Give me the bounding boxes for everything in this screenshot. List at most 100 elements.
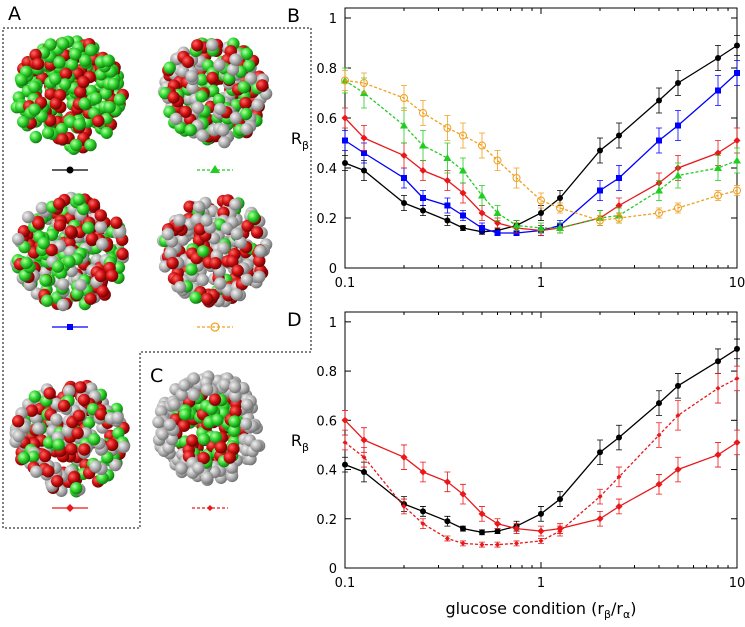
cell: [30, 465, 43, 478]
cell: [96, 471, 109, 485]
point: [401, 175, 408, 181]
cell: [37, 237, 50, 250]
cell: [85, 232, 99, 245]
point: [714, 164, 723, 171]
point: [733, 156, 741, 164]
point: [597, 147, 604, 154]
point: [477, 191, 486, 199]
cell: [195, 73, 208, 86]
cell: [17, 451, 31, 465]
point: [557, 528, 563, 534]
y-tick-label: 0.4: [316, 464, 337, 479]
point: [444, 535, 450, 541]
cell: [213, 102, 227, 116]
cell: [201, 383, 214, 396]
cell: [53, 219, 67, 232]
cell: [43, 387, 56, 400]
y-tick-label: 0.8: [316, 62, 337, 77]
cell: [230, 288, 243, 301]
cell: [239, 417, 253, 431]
cell: [206, 38, 219, 52]
point: [444, 518, 451, 525]
point: [513, 525, 521, 533]
cell: [254, 245, 267, 258]
point: [478, 529, 485, 536]
cell: [53, 56, 66, 69]
cell-clusters: [9, 35, 273, 498]
cell: [175, 462, 188, 475]
error-bar: [419, 100, 426, 126]
error-bar: [401, 85, 408, 111]
cell: [78, 54, 92, 67]
cell: [208, 393, 222, 406]
point: [420, 521, 426, 527]
cell: [196, 129, 209, 142]
cell: [184, 123, 197, 137]
point: [655, 209, 664, 217]
point: [360, 150, 367, 156]
cell: [173, 281, 187, 294]
cell: [74, 278, 87, 292]
cell: [84, 43, 98, 57]
panel-a-frame: [2, 27, 312, 529]
cell: [240, 398, 254, 411]
point: [493, 156, 502, 165]
point: [674, 122, 681, 129]
cell: [77, 202, 90, 216]
error-bar: [460, 122, 467, 149]
cell: [82, 416, 96, 429]
cell: [239, 107, 253, 121]
point: [556, 496, 563, 503]
point: [478, 225, 485, 231]
point: [733, 186, 741, 195]
point: [494, 528, 501, 535]
cell: [51, 474, 64, 488]
cell: [177, 419, 191, 432]
cell: [49, 97, 62, 110]
cell: [179, 408, 192, 421]
cell: [58, 78, 72, 91]
cell: [213, 58, 226, 72]
point: [443, 177, 451, 184]
cell: [32, 217, 45, 230]
cell: [84, 292, 97, 305]
cell: [78, 97, 92, 110]
y-tick-label: 0: [329, 262, 337, 277]
point: [360, 469, 367, 475]
cell: [197, 433, 211, 446]
cell: [206, 84, 220, 98]
cell: [197, 451, 210, 465]
cell: [100, 126, 113, 139]
point: [400, 453, 408, 461]
point: [419, 207, 426, 214]
point: [359, 79, 368, 87]
x-tick-label: 1: [537, 276, 545, 291]
point: [361, 454, 367, 460]
cell: [231, 264, 244, 277]
y-axis-label-sub: β: [302, 441, 309, 454]
cell: [96, 237, 109, 251]
cell: [55, 122, 68, 136]
cell: [218, 378, 231, 391]
point: [655, 186, 664, 194]
cell: [201, 292, 214, 306]
point: [673, 171, 682, 179]
point: [443, 154, 452, 161]
y-tick-label: 0.2: [316, 212, 337, 227]
cell: [94, 209, 108, 222]
cell: [82, 221, 95, 234]
cell: [113, 93, 127, 106]
point: [460, 225, 467, 231]
y-axis-label-main: R: [291, 431, 302, 450]
point: [342, 160, 348, 166]
cell: [223, 451, 236, 464]
point: [460, 540, 466, 546]
panel-label: C: [150, 365, 163, 387]
cell: [101, 54, 115, 67]
point: [674, 382, 681, 389]
cell: [94, 220, 108, 234]
cell: [185, 263, 198, 276]
cell: [189, 291, 202, 304]
cell: [28, 80, 41, 94]
x-tick-label: 1: [537, 576, 545, 591]
